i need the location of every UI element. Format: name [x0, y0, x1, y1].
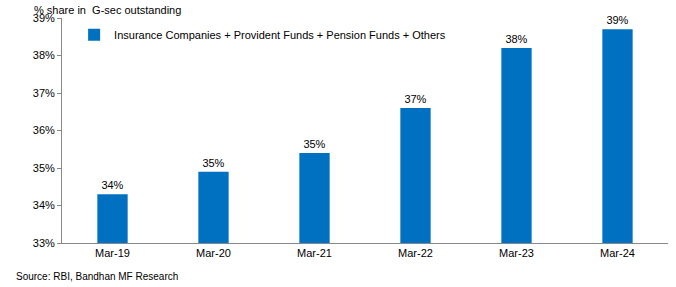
- svg-text:35%: 35%: [33, 162, 55, 174]
- svg-text:35%: 35%: [303, 138, 325, 150]
- svg-text:37%: 37%: [33, 87, 55, 99]
- svg-text:Mar-20: Mar-20: [196, 247, 231, 259]
- svg-text:37%: 37%: [404, 93, 426, 105]
- svg-text:35%: 35%: [202, 157, 224, 169]
- svg-text:Source: RBI, Bandhan MF Resear: Source: RBI, Bandhan MF Research: [16, 271, 178, 282]
- svg-text:33%: 33%: [33, 237, 55, 249]
- svg-text:39%: 39%: [606, 14, 628, 26]
- svg-text:36%: 36%: [33, 124, 55, 136]
- svg-text:39%: 39%: [33, 12, 55, 24]
- svg-text:38%: 38%: [505, 33, 527, 45]
- svg-text:Mar-19: Mar-19: [95, 247, 130, 259]
- svg-text:Mar-24: Mar-24: [600, 247, 635, 259]
- svg-text:% share in G-sec outstanding: % share in G-sec outstanding: [34, 4, 181, 16]
- svg-text:34%: 34%: [101, 179, 123, 191]
- svg-text:Insurance Companies + Providen: Insurance Companies + Provident Funds + …: [114, 29, 446, 41]
- svg-text:Mar-23: Mar-23: [499, 247, 534, 259]
- svg-text:Mar-22: Mar-22: [398, 247, 433, 259]
- svg-text:34%: 34%: [33, 199, 55, 211]
- svg-text:38%: 38%: [33, 49, 55, 61]
- svg-text:Mar-21: Mar-21: [297, 247, 332, 259]
